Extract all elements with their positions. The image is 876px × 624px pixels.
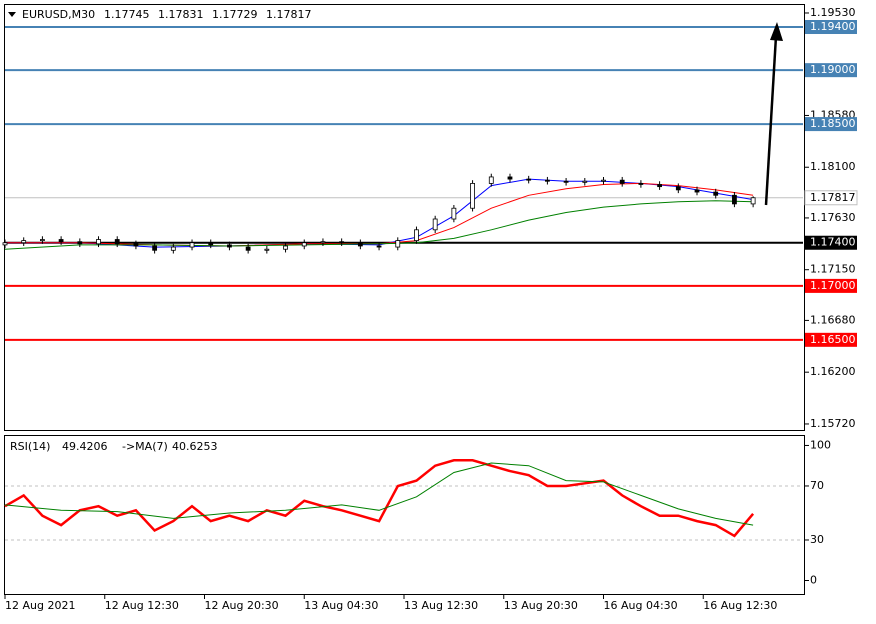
last-price-box [804, 190, 858, 206]
x-tick-label: 12 Aug 20:30 [205, 599, 279, 612]
level-label: 1.19000 [810, 63, 856, 76]
candle-body [208, 242, 214, 246]
level-label: 1.17000 [810, 279, 856, 292]
last-price-label: 1.17817 [810, 191, 856, 204]
candle-body [301, 242, 307, 247]
y-tick-label: 1.16680 [810, 313, 856, 326]
candle-body [339, 241, 345, 244]
candle-body [152, 245, 158, 251]
rsi-panel [4, 435, 805, 595]
candle-body [451, 207, 457, 220]
header-open: 1.17745 [104, 8, 150, 21]
annotation-arrow-shaft [764, 35, 778, 206]
header-close: 1.17817 [266, 8, 312, 21]
y-tick-label: 0 [810, 573, 817, 586]
candle-body [432, 218, 438, 231]
candle-body [2, 242, 8, 246]
candle-body [601, 179, 606, 182]
candle-body [657, 184, 663, 188]
y-tick-label: 70 [810, 479, 824, 492]
main-panel [4, 4, 805, 431]
level-label: 1.19400 [810, 20, 856, 33]
symbol-title: EURUSD,M30 [22, 8, 95, 21]
candle-body [526, 178, 532, 181]
candle-body [750, 197, 756, 205]
y-tick-label: 100 [810, 438, 831, 451]
y-tick-label: 1.19530 [810, 6, 856, 19]
candle-body [114, 239, 120, 245]
candle-body [320, 241, 326, 244]
candle-body [619, 179, 625, 184]
x-tick-label: 16 Aug 04:30 [604, 599, 678, 612]
candle-body [376, 245, 382, 248]
candle-body [283, 245, 288, 250]
candle-body [21, 240, 27, 244]
candle-body [77, 241, 83, 245]
ma-value: 40.6253 [172, 440, 218, 453]
candle-body [470, 183, 475, 209]
y-tick-label: 1.17630 [810, 211, 856, 224]
x-tick-label: 12 Aug 2021 [5, 599, 75, 612]
level-label: 1.17400 [810, 236, 856, 249]
candle-body [264, 248, 270, 251]
level-label-box [805, 63, 857, 78]
header: EURUSD,M30 1.17745 1.17831 1.17729 1.178… [10, 8, 312, 453]
header-low: 1.17729 [212, 8, 258, 21]
candle-body [189, 242, 195, 248]
level-label: 1.16500 [810, 333, 856, 346]
ma-name: ->MA(7) [122, 440, 168, 453]
level-label-box [805, 235, 857, 250]
y-tick-label: 30 [810, 533, 824, 546]
indicator-line [4, 462, 754, 526]
candle-body [582, 180, 588, 183]
candle-body [488, 176, 494, 184]
level-label: 1.18500 [810, 117, 856, 130]
candle-body [544, 179, 550, 182]
level-label-box [805, 278, 857, 293]
x-tick-label: 13 Aug 20:30 [504, 599, 578, 612]
y-tick-label: 1.18100 [810, 160, 856, 173]
candle-body [133, 243, 139, 247]
y-tick-label: 1.17150 [810, 263, 856, 276]
candle-body [40, 239, 45, 241]
candle-body [414, 229, 419, 241]
candle-body [395, 240, 401, 248]
candle-body [638, 183, 644, 185]
candle-body [170, 246, 176, 251]
candle-body [563, 180, 569, 183]
candle-body [694, 189, 700, 193]
indicator-line [4, 459, 755, 538]
candle-body [732, 194, 737, 205]
level-label-box [805, 20, 857, 35]
menu-triangle [8, 12, 16, 17]
candle-body [507, 176, 513, 180]
candle-body [58, 239, 64, 243]
candle-body [227, 244, 232, 248]
rsi-value: 49.4206 [62, 440, 108, 453]
candle-body [357, 242, 363, 247]
x-tick-label: 13 Aug 04:30 [304, 599, 378, 612]
x-tick-label: 16 Aug 12:30 [703, 599, 777, 612]
rsi-name: RSI(14) [10, 440, 50, 453]
level-label-box [805, 117, 857, 132]
annotation-arrow-head [770, 22, 783, 41]
candle-body [245, 246, 251, 251]
x-tick-label: 13 Aug 12:30 [404, 599, 478, 612]
header-high: 1.17831 [158, 8, 204, 21]
candle-body [675, 186, 681, 191]
y-tick-label: 1.15720 [810, 417, 856, 430]
y-tick-label: 1.16200 [810, 365, 856, 378]
candle-body [96, 239, 101, 245]
x-tick-label: 12 Aug 12:30 [105, 599, 179, 612]
level-label-box [805, 332, 857, 347]
candle-body [713, 191, 719, 196]
